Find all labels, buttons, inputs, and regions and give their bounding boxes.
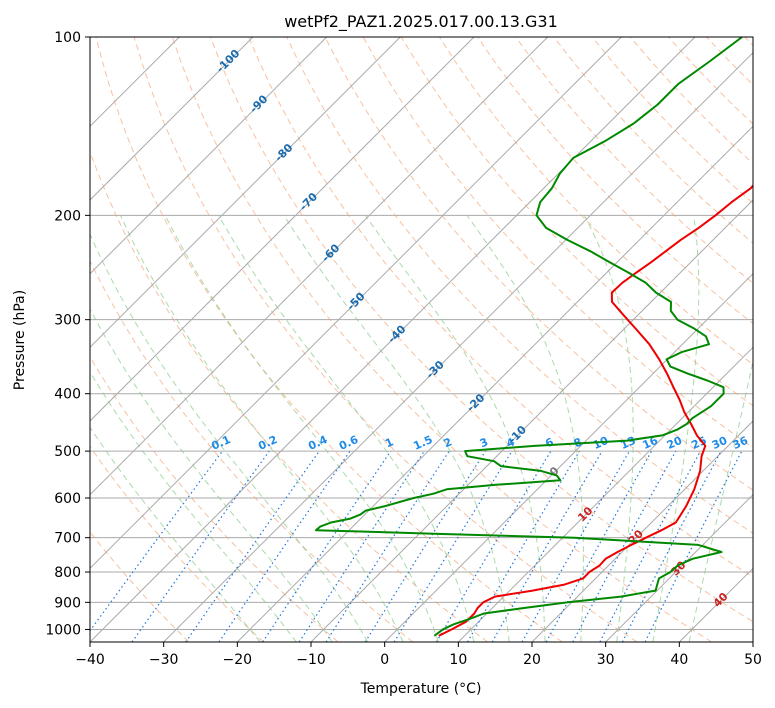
moist-adiabats [90,215,753,642]
axes: −40 −30 −20 −10 0 10 20 30 40 50 100 200 300 400 500 60… [45,30,762,668]
x-tick-label: −20 [223,652,253,668]
isotherm [90,37,549,496]
y-tick-label: 900 [54,595,81,611]
isotherm [90,37,328,275]
isotherm [605,493,753,642]
mixing-ratio-line [435,450,552,642]
dry-adiabat [133,37,638,642]
y-tick-label: 100 [54,30,81,46]
y-tick-label: 400 [54,387,81,403]
moist-adiabat [164,215,439,642]
dry-adiabat [515,37,753,284]
moist-adiabat [364,215,546,642]
mixing-ratio-line [466,450,580,642]
isotherm [163,51,753,642]
x-tick-label: 50 [744,652,762,668]
chart-title: wetPf2_PAZ1.2025.017.00.13.G31 [284,12,558,32]
x-tick-label: −40 [75,652,105,668]
x-tick-label: −10 [296,652,326,668]
y-tick-label: 600 [54,491,81,507]
dry-adiabat [90,259,414,642]
pressure-grid [90,37,753,630]
isotherm [236,125,753,642]
x-tick-label: −30 [149,652,179,668]
plot-frame [89,36,754,643]
isotherm [90,37,254,201]
mixing-ratio-line [262,450,392,642]
isotherms [90,37,753,642]
x-axis-label: Temperature (°C) [360,681,482,697]
dry-adiabat [95,37,563,642]
isotherm [310,199,753,642]
moist-adiabat [652,215,700,642]
x-tick-label: 10 [449,652,467,668]
y-axis-label: Pressure (hPa) [12,290,28,390]
dry-adiabat [248,37,753,578]
moist-adiabat [218,215,475,642]
y-tick-label: 300 [54,313,81,329]
temperature-profile [438,94,753,637]
isotherm [90,37,401,349]
mixing-ratio-label: 36 [731,434,751,452]
mixing-ratio-label: 30 [710,434,730,452]
dry-adiabat [171,37,712,642]
y-tick-label: 1000 [45,622,81,638]
mixing-ratio-line [393,450,513,642]
mixing-ratio-label: 13 [618,434,637,452]
moist-adiabat [583,215,634,642]
moist-adiabat [466,215,584,642]
mixing-ratio-line [185,450,320,642]
moist-adiabat [90,426,261,642]
moist-adiabat [90,370,297,642]
isotherm [384,272,753,642]
isotherm [90,37,696,642]
dry-adiabat [286,37,753,534]
mixing-ratio-label: 20 [665,434,685,452]
sounding-profiles [315,37,753,637]
dry-adiabat [210,37,753,623]
x-tick-label: 30 [597,652,615,668]
mixing-ratio-line [599,450,702,642]
dewpoint-profile [315,37,743,637]
isotherm [90,37,622,570]
mixing-ratio-line [298,450,425,642]
y-tick-label: 700 [54,531,81,547]
y-tick-label: 200 [54,208,81,224]
x-tick-label: 0 [380,652,389,668]
isotherm [457,346,753,642]
mixing-ratio-line [218,450,351,642]
mixing-ratio-line [364,450,486,642]
dry-adiabat [90,445,264,642]
x-tick-label: 20 [523,652,541,668]
moist-adiabat [120,215,404,642]
isotherm [90,37,475,422]
mixing-ratio-line [572,450,677,642]
mixing-ratio-lines [90,450,743,642]
y-tick-label: 500 [54,444,81,460]
mixing-ratio-line [325,450,450,642]
moist-adiabat [90,308,333,642]
dry-adiabat [324,37,753,491]
x-tick-label: 40 [670,652,688,668]
y-tick-label: 800 [54,565,81,581]
